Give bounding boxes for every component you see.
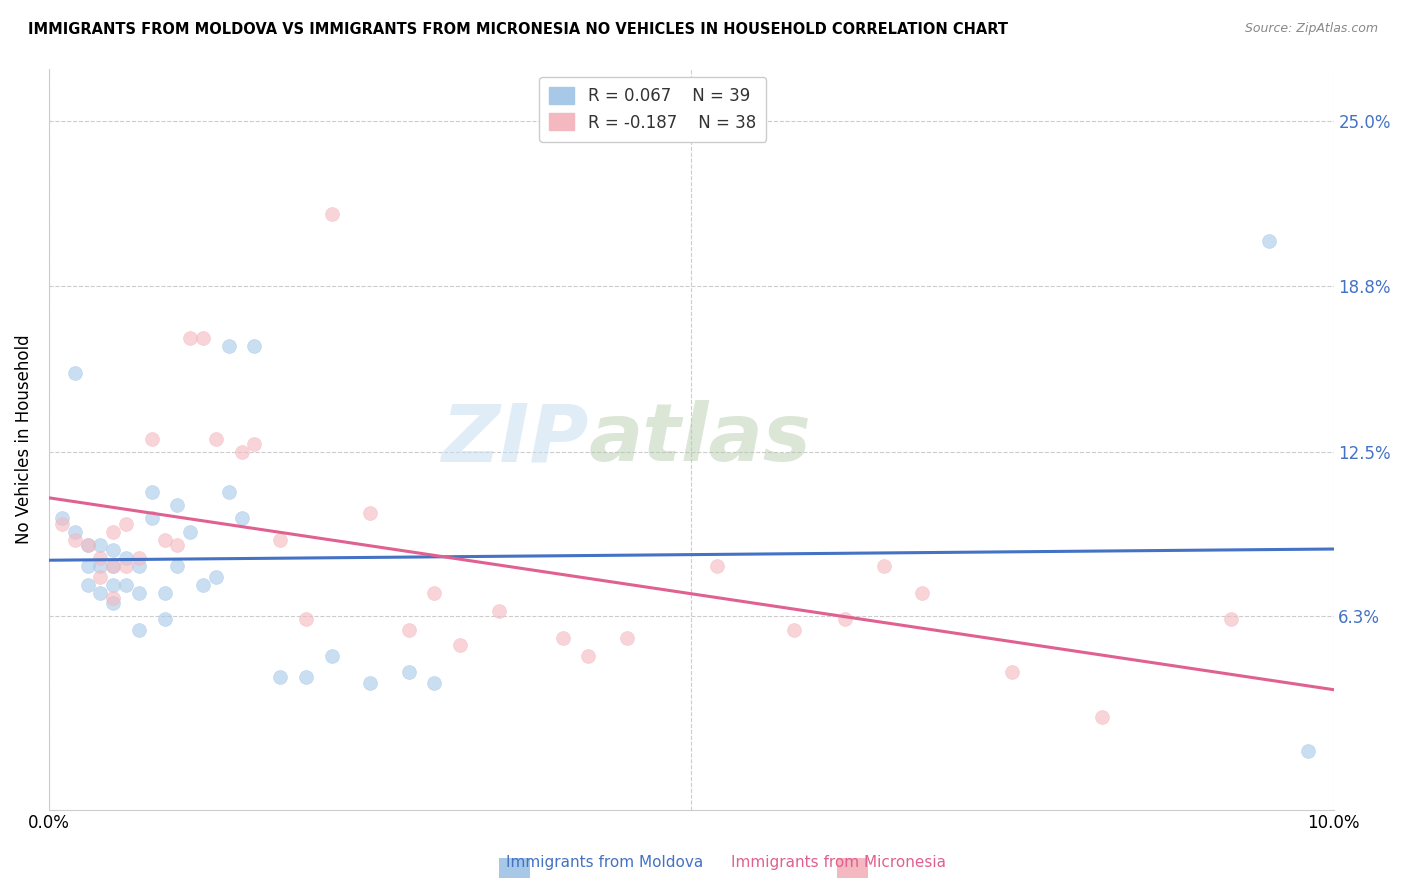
Point [1001,665,1024,679]
Text: Immigrants from Moldova: Immigrants from Moldova [506,855,703,870]
Point [1219,612,1241,626]
Point [911,585,934,599]
Bar [837,858,868,878]
Point [449,639,471,653]
Point [359,675,381,690]
Point [398,623,420,637]
Point [423,675,446,690]
Point [616,631,638,645]
Point [128,559,150,574]
Point [295,612,318,626]
Point [243,437,266,451]
Point [103,577,125,591]
Point [218,339,240,353]
Point [153,533,176,547]
Point [1258,234,1281,248]
Point [191,331,214,345]
Point [153,585,176,599]
Point [141,432,163,446]
Point [76,577,98,591]
Point [166,559,188,574]
Point [1296,744,1319,758]
Point [89,569,111,583]
Point [295,670,318,684]
Point [551,631,574,645]
Point [63,366,86,380]
Point [488,604,510,618]
Point [423,585,446,599]
Point [359,506,381,520]
Point [103,559,125,574]
Point [76,538,98,552]
Text: Immigrants from Micronesia: Immigrants from Micronesia [731,855,946,870]
Point [166,498,188,512]
Point [205,432,228,446]
Point [76,538,98,552]
Text: ZIP: ZIP [441,400,589,478]
Point [783,623,806,637]
Y-axis label: No Vehicles in Household: No Vehicles in Household [15,334,32,544]
Point [269,533,291,547]
Point [578,648,600,663]
Point [103,543,125,558]
Point [231,445,253,459]
Point [128,585,150,599]
Point [89,551,111,566]
Text: atlas: atlas [589,400,811,478]
Point [218,485,240,500]
Point [128,551,150,566]
Point [141,511,163,525]
Point [205,569,228,583]
Point [63,524,86,539]
Legend: R = 0.067    N = 39, R = -0.187    N = 38: R = 0.067 N = 39, R = -0.187 N = 38 [540,77,766,142]
Point [243,339,266,353]
Point [321,207,343,221]
Point [76,559,98,574]
Point [1091,710,1114,724]
Point [834,612,856,626]
Point [51,516,73,531]
Point [115,559,138,574]
Point [128,623,150,637]
Point [321,648,343,663]
Point [179,524,201,539]
Point [103,591,125,605]
Point [166,538,188,552]
Point [115,516,138,531]
Point [89,585,111,599]
Bar [499,858,530,878]
Point [706,559,728,574]
Point [89,559,111,574]
Point [89,538,111,552]
Point [115,577,138,591]
Point [103,559,125,574]
Point [141,485,163,500]
Point [51,511,73,525]
Point [398,665,420,679]
Text: Source: ZipAtlas.com: Source: ZipAtlas.com [1244,22,1378,36]
Point [179,331,201,345]
Point [115,551,138,566]
Point [153,612,176,626]
Point [191,577,214,591]
Point [269,670,291,684]
Point [873,559,896,574]
Point [103,524,125,539]
Text: IMMIGRANTS FROM MOLDOVA VS IMMIGRANTS FROM MICRONESIA NO VEHICLES IN HOUSEHOLD C: IMMIGRANTS FROM MOLDOVA VS IMMIGRANTS FR… [28,22,1008,37]
Point [103,596,125,610]
Point [231,511,253,525]
Point [63,533,86,547]
